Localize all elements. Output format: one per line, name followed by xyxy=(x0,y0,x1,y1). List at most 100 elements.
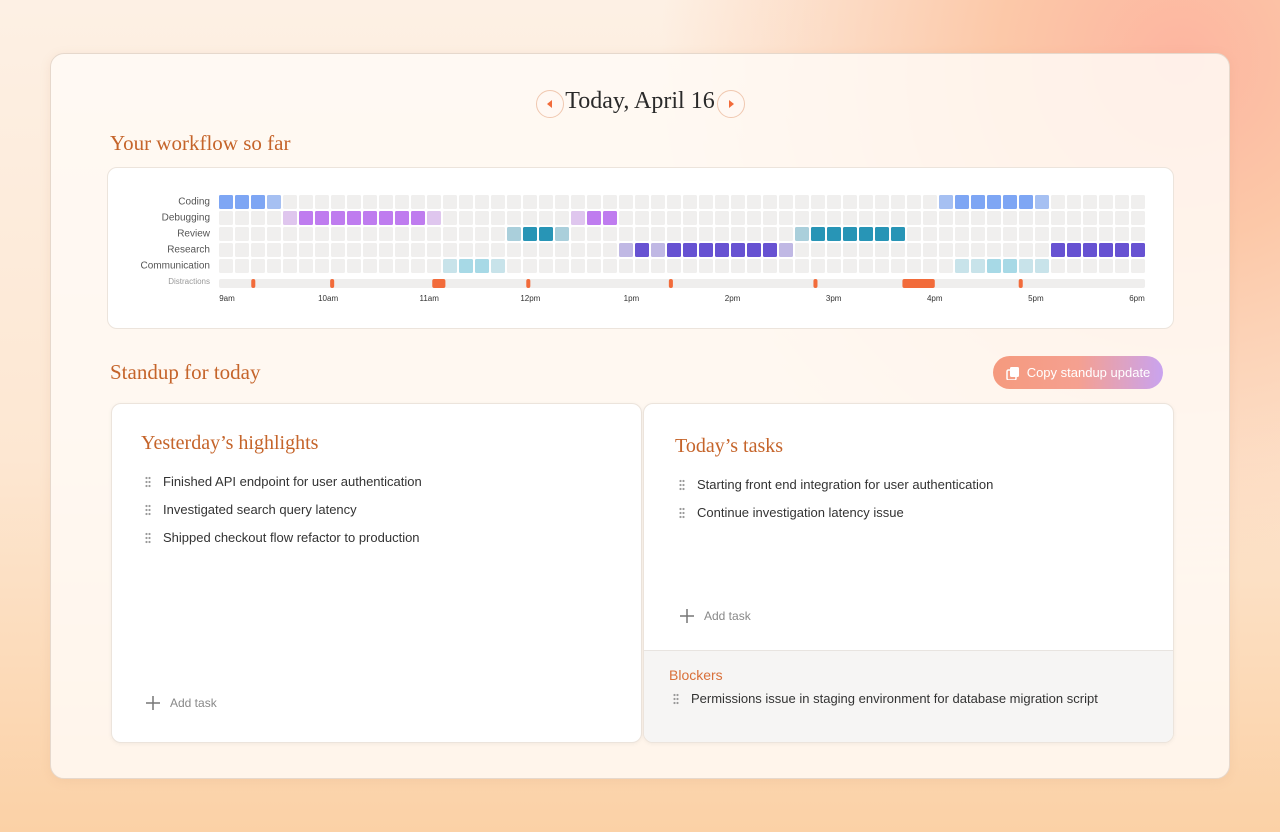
grip-dot xyxy=(148,480,151,483)
list-item[interactable]: Permissions issue in staging environment… xyxy=(673,691,1098,706)
drag-handle[interactable] xyxy=(145,532,151,544)
grip-dot xyxy=(676,697,679,700)
cell-bg xyxy=(555,243,569,257)
cell-bg xyxy=(315,243,329,257)
cell-bg xyxy=(699,227,713,241)
activity-cell xyxy=(987,211,1001,225)
list-item[interactable]: Finished API endpoint for user authentic… xyxy=(145,474,422,489)
activity-cell xyxy=(459,211,473,225)
cell-bg xyxy=(635,195,649,209)
today-add[interactable]: Add task xyxy=(680,609,751,623)
activity-cell xyxy=(283,211,297,225)
activity-cell xyxy=(379,243,393,257)
next-day-button[interactable] xyxy=(717,90,745,118)
cell-bg xyxy=(379,195,393,209)
activity-cell xyxy=(331,259,345,273)
cell-bg xyxy=(523,259,537,273)
cell-bg xyxy=(779,259,793,273)
activity-cell xyxy=(315,195,329,209)
cell-bg xyxy=(555,195,569,209)
cell-bg xyxy=(859,259,873,273)
drag-handle[interactable] xyxy=(679,479,685,491)
activity-cell xyxy=(523,195,537,209)
list-item[interactable]: Continue investigation latency issue xyxy=(679,505,904,520)
copy-icon xyxy=(1005,366,1019,380)
activity-cell xyxy=(475,243,489,257)
cell-bg xyxy=(827,195,841,209)
grip-dot xyxy=(145,512,148,515)
activity-cell xyxy=(443,211,457,225)
drag-handle[interactable] xyxy=(679,507,685,519)
grip-dot xyxy=(679,511,682,514)
grip-dot xyxy=(679,479,682,482)
cell-bg xyxy=(411,259,425,273)
activity-cell xyxy=(1099,243,1113,257)
cell-bg xyxy=(539,195,553,209)
activity-cell xyxy=(763,195,777,209)
cell-bg xyxy=(667,211,681,225)
activity-cell xyxy=(987,227,1001,241)
activity-cell xyxy=(1131,211,1145,225)
prev-day-button[interactable] xyxy=(536,90,564,118)
activity-cell xyxy=(891,195,905,209)
activity-cell xyxy=(843,211,857,225)
activity-cell xyxy=(875,227,889,241)
cell-bg xyxy=(587,259,601,273)
blockers-title: Blockers xyxy=(669,667,723,683)
activity-cell xyxy=(651,227,665,241)
activity-cell xyxy=(715,243,729,257)
activity-cell xyxy=(235,227,249,241)
grip-dot xyxy=(148,512,151,515)
activity-cell xyxy=(683,211,697,225)
activity-cell xyxy=(667,195,681,209)
heatmap-panel: Coding Debugging Review Research Communicati… xyxy=(107,167,1174,329)
activity-cell xyxy=(507,243,521,257)
activity-cell xyxy=(555,259,569,273)
list-item[interactable]: Starting front end integration for user … xyxy=(679,477,993,492)
drag-handle[interactable] xyxy=(145,476,151,488)
cell-bg xyxy=(827,259,841,273)
activity-cell xyxy=(923,211,937,225)
cell-bg xyxy=(811,259,825,273)
activity-cell xyxy=(955,195,969,209)
cell-bg xyxy=(1051,227,1065,241)
activity-cell xyxy=(731,259,745,273)
activity-cell xyxy=(907,243,921,257)
cell-bg xyxy=(779,227,793,241)
prev-icon xyxy=(547,100,552,108)
yesterday-add[interactable]: Add task xyxy=(146,696,217,710)
cell-bg xyxy=(635,259,649,273)
cell-bg xyxy=(875,243,889,257)
activity-cell xyxy=(635,259,649,273)
activity-cell xyxy=(971,211,985,225)
hour-label: 11am xyxy=(420,294,440,303)
cell-bg xyxy=(987,211,1001,225)
cell-bg xyxy=(891,259,905,273)
activity-cell xyxy=(523,211,537,225)
hour-label: 5pm xyxy=(1028,294,1044,303)
activity-cell xyxy=(603,259,617,273)
activity-cell xyxy=(1115,243,1129,257)
cell-bg xyxy=(347,227,361,241)
cell-bg xyxy=(603,243,617,257)
cell-bg xyxy=(1035,211,1049,225)
copy-standup-button[interactable]: Copy standup update xyxy=(993,356,1163,389)
cell-bg xyxy=(491,195,505,209)
cell-bg xyxy=(875,211,889,225)
cell-bg xyxy=(811,195,825,209)
drag-handle[interactable] xyxy=(145,504,151,516)
drag-handle[interactable] xyxy=(673,693,679,705)
list-item[interactable]: Shipped checkout flow refactor to produc… xyxy=(145,530,420,545)
grip-dot xyxy=(145,508,148,511)
list-item[interactable]: Investigated search query latency xyxy=(145,502,357,517)
activity-cell xyxy=(235,259,249,273)
activity-cell xyxy=(1083,259,1097,273)
cell-bg xyxy=(315,259,329,273)
activity-cell xyxy=(571,195,585,209)
grip-dot xyxy=(682,511,685,514)
activity-cell xyxy=(555,243,569,257)
activity-cell xyxy=(555,227,569,241)
activity-cell xyxy=(299,243,313,257)
cell-bg xyxy=(219,243,233,257)
activity-cell xyxy=(379,227,393,241)
